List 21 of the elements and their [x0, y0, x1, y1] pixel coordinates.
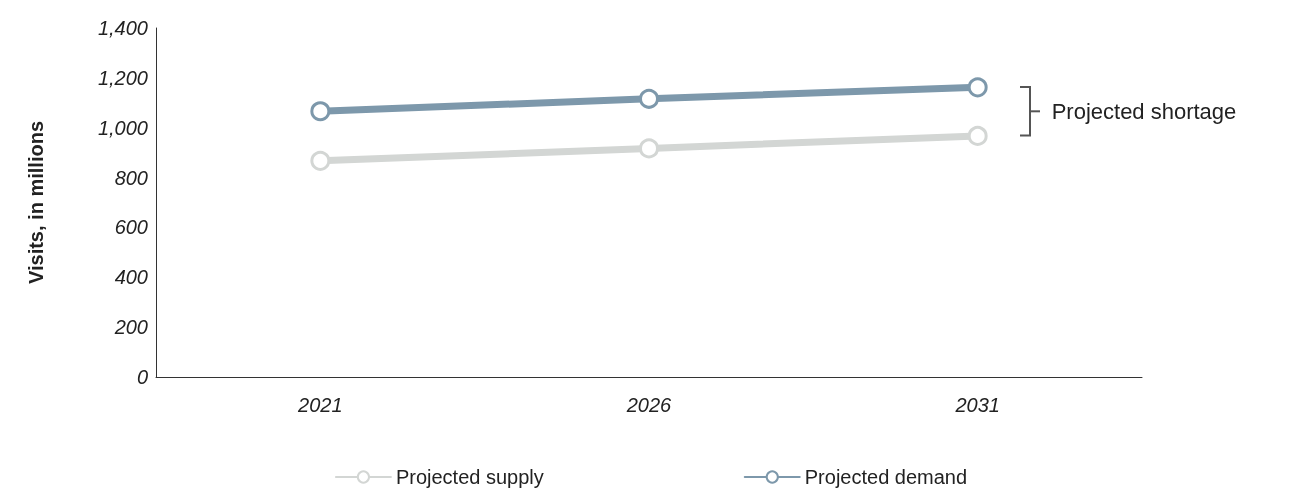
y-tick-label: 1,400	[97, 17, 148, 39]
y-tick-label: 0	[136, 366, 148, 388]
point	[639, 88, 659, 109]
point	[967, 77, 988, 98]
y-tick-label: 600	[114, 216, 148, 239]
y-tick-label: 200	[113, 316, 148, 339]
point	[639, 138, 659, 159]
point	[967, 125, 988, 146]
y-tick-label: 1,000	[97, 116, 148, 139]
x-tick-label: 2031	[954, 394, 1000, 416]
point	[310, 150, 331, 171]
y-axis-title: Visits, in millions	[25, 120, 47, 285]
x-tick-label: 2026	[625, 394, 673, 416]
legend-label: Projected demand	[804, 466, 968, 488]
annotation: Projected shortage	[1051, 98, 1237, 125]
legend-label: Projected supply	[395, 466, 544, 488]
point	[310, 101, 331, 122]
y-tick-label: 400	[114, 266, 148, 289]
y-tick-label: 1,200	[97, 66, 148, 89]
y-tick-label: 800	[114, 166, 148, 189]
x-tick-label: 2021	[297, 394, 343, 416]
